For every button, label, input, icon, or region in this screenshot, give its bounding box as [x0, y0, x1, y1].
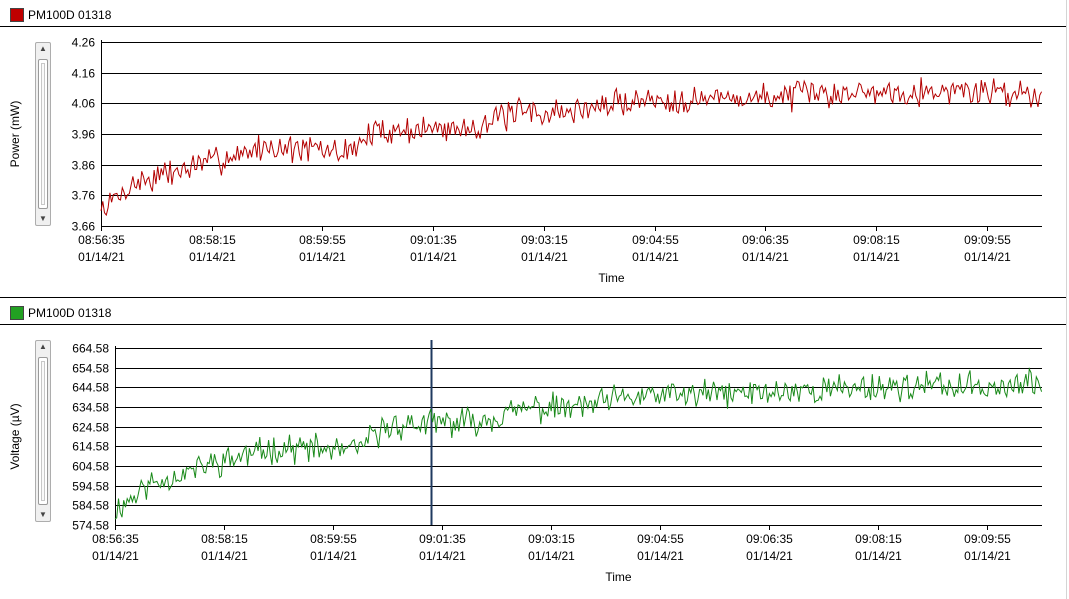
voltage-legend[interactable]: PM100D 01318: [10, 303, 111, 323]
voltage-x-tick-time: 09:08:15: [855, 532, 902, 546]
power-series-line: [100, 77, 1043, 217]
voltage-x-tick-date: 01/14/21: [310, 549, 357, 563]
power-y-tick-label: 3.96: [72, 128, 96, 142]
voltage-y-tick-label: 644.58: [72, 381, 109, 395]
power-chart[interactable]: 3.66 3.76 3.86 3.96 4.06 4.16 4.26 08:56:35 01/1…: [0, 0, 1069, 297]
voltage-x-tick-date: 01/14/21: [855, 549, 902, 563]
power-x-tick-date: 01/14/21: [410, 250, 457, 264]
power-x-tick-time: 09:09:55: [964, 233, 1011, 247]
voltage-y-scroll-thumb[interactable]: [38, 357, 48, 505]
power-y-scroll-thumb[interactable]: [38, 59, 48, 209]
window-edge: [1066, 0, 1067, 599]
voltage-y-tick-label: 664.58: [72, 342, 109, 356]
power-y-tick-label: 3.86: [72, 159, 96, 173]
voltage-x-tick-time: 09:01:35: [419, 532, 466, 546]
voltage-x-tick-time: 09:09:55: [964, 532, 1011, 546]
power-x-tick-date: 01/14/21: [632, 250, 679, 264]
voltage-x-tick-date: 01/14/21: [637, 549, 684, 563]
voltage-chart-panel: PM100D 01318 ▲ ▼ 574.58 584.58 594.58 604.5…: [0, 298, 1069, 599]
voltage-x-tick-time: 08:59:55: [310, 532, 357, 546]
voltage-y-tick-label: 614.58: [72, 440, 109, 454]
voltage-y-tick-label: 654.58: [72, 362, 109, 376]
power-y-tick-label: 4.26: [72, 36, 96, 50]
power-y-axis-label: Power (mW): [8, 101, 22, 168]
voltage-chart[interactable]: 574.58 584.58 594.58 604.58 614.58 624.58 634.…: [0, 298, 1069, 599]
voltage-legend-swatch: [10, 306, 24, 320]
scroll-down-icon[interactable]: ▼: [39, 510, 47, 519]
voltage-x-tick-date: 01/14/21: [746, 549, 793, 563]
voltage-x-tick-time: 08:56:35: [92, 532, 139, 546]
power-y-tick-label: 3.66: [72, 220, 96, 234]
voltage-x-tick-time: 09:04:55: [637, 532, 684, 546]
power-x-axis-label: Time: [598, 271, 625, 285]
power-x-tick-date: 01/14/21: [521, 250, 568, 264]
voltage-y-tick-label: 574.58: [72, 519, 109, 533]
scroll-up-icon[interactable]: ▲: [39, 44, 47, 53]
power-x-tick-time: 09:03:15: [521, 233, 568, 247]
voltage-y-tick-label: 594.58: [72, 480, 109, 494]
power-x-tick-time: 09:08:15: [853, 233, 900, 247]
power-x-tick-date: 01/14/21: [853, 250, 900, 264]
power-x-tick-date: 01/14/21: [299, 250, 346, 264]
power-legend-label: PM100D 01318: [28, 8, 112, 22]
power-x-tick-date: 01/14/21: [742, 250, 789, 264]
power-legend[interactable]: PM100D 01318: [10, 5, 111, 25]
power-x-tick-time: 08:59:55: [299, 233, 346, 247]
power-y-tick-label: 4.16: [72, 67, 96, 81]
voltage-y-tick-label: 624.58: [72, 421, 109, 435]
power-x-tick-time: 08:56:35: [78, 233, 125, 247]
voltage-y-axis-label: Voltage (µV): [8, 403, 22, 469]
voltage-x-tick-date: 01/14/21: [201, 549, 248, 563]
power-header-rule: [0, 26, 1066, 27]
voltage-x-axis-label: Time: [605, 570, 632, 584]
power-x-tick-time: 09:04:55: [632, 233, 679, 247]
voltage-series-line: [114, 366, 1043, 520]
power-legend-swatch: [10, 8, 24, 22]
power-chart-panel: PM100D 01318 ▲ ▼ 3.66 3.76 3.86 3.96 4.06 4.1…: [0, 0, 1069, 297]
voltage-y-scrollbar[interactable]: ▲ ▼: [35, 340, 51, 522]
power-y-scrollbar[interactable]: ▲ ▼: [35, 42, 51, 226]
voltage-y-tick-label: 584.58: [72, 499, 109, 513]
voltage-x-tick-date: 01/14/21: [92, 549, 139, 563]
voltage-x-tick-time: 09:03:15: [528, 532, 575, 546]
power-x-tick-time: 09:01:35: [410, 233, 457, 247]
voltage-header-rule: [0, 324, 1066, 325]
voltage-y-tick-label: 634.58: [72, 401, 109, 415]
scroll-down-icon[interactable]: ▼: [39, 214, 47, 223]
voltage-x-tick-time: 08:58:15: [201, 532, 248, 546]
voltage-x-tick-time: 09:06:35: [746, 532, 793, 546]
power-x-tick-date: 01/14/21: [189, 250, 236, 264]
panel-divider: [0, 297, 1066, 298]
power-y-tick-label: 3.76: [72, 189, 96, 203]
power-x-tick-time: 09:06:35: [742, 233, 789, 247]
voltage-x-tick-date: 01/14/21: [419, 549, 466, 563]
power-y-tick-label: 4.06: [72, 97, 96, 111]
power-x-tick-date: 01/14/21: [964, 250, 1011, 264]
voltage-x-tick-date: 01/14/21: [964, 549, 1011, 563]
voltage-legend-label: PM100D 01318: [28, 306, 112, 320]
scroll-up-icon[interactable]: ▲: [39, 342, 47, 351]
power-x-tick-date: 01/14/21: [78, 250, 125, 264]
voltage-y-tick-label: 604.58: [72, 460, 109, 474]
power-x-tick-time: 08:58:15: [189, 233, 236, 247]
voltage-x-tick-date: 01/14/21: [528, 549, 575, 563]
